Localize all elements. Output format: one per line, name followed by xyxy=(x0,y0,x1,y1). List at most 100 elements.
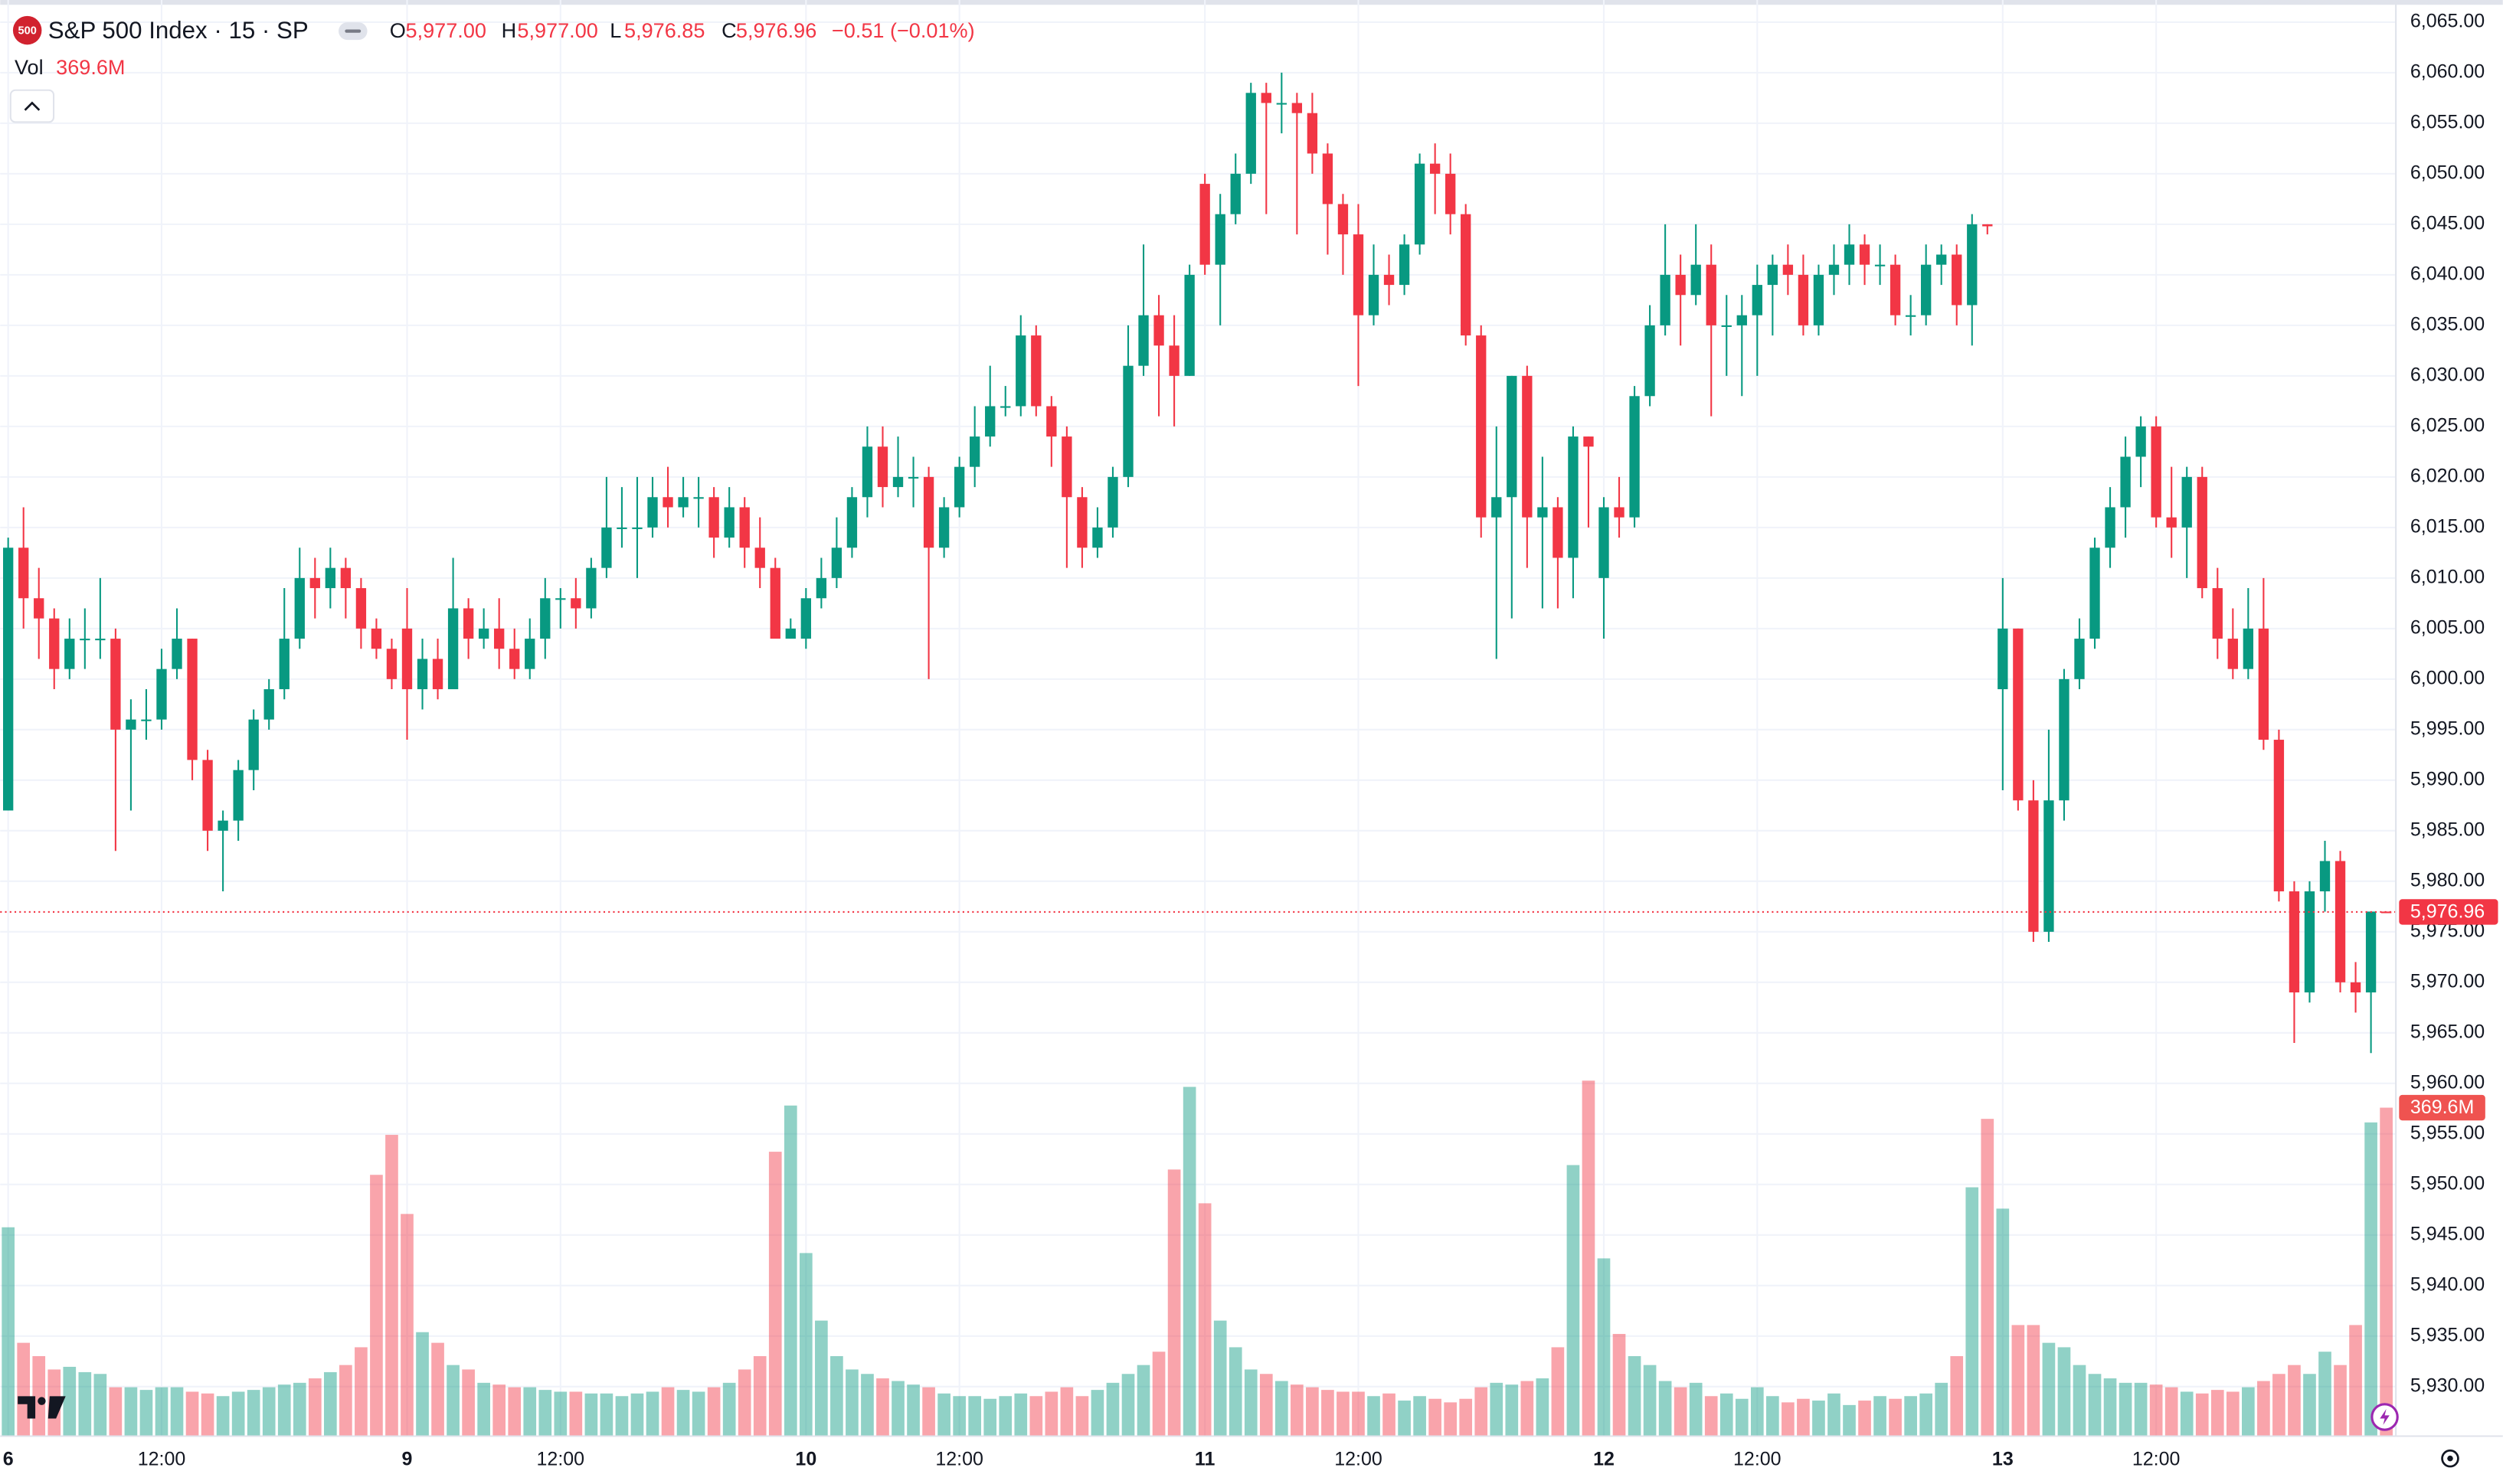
volume-bar xyxy=(1244,1369,1258,1437)
candle-body xyxy=(2028,800,2039,932)
volume-bar xyxy=(784,1105,797,1437)
symbol-title[interactable]: S&P 500 Index · 15 · SP xyxy=(48,17,309,44)
y-tick-label: 5,945.00 xyxy=(2410,1223,2485,1244)
candle-body xyxy=(663,497,673,508)
volume-bar xyxy=(1045,1391,1058,1437)
candle-body xyxy=(1614,507,1624,518)
volume-bar xyxy=(953,1396,966,1437)
volume-bar xyxy=(170,1387,184,1437)
y-tick-label: 6,020.00 xyxy=(2410,465,2485,486)
volume-bar xyxy=(1843,1404,1856,1437)
x-tick-label: 12 xyxy=(1593,1448,1615,1469)
volume-bar xyxy=(216,1396,230,1437)
volume-bar xyxy=(1352,1391,1365,1437)
y-tick-label: 5,965.00 xyxy=(2410,1021,2485,1042)
x-tick-label: 6 xyxy=(3,1448,14,1469)
volume-bar xyxy=(109,1387,123,1437)
y-tick-label: 6,035.00 xyxy=(2410,313,2485,335)
volume-bar xyxy=(2011,1325,2025,1437)
volume-bar xyxy=(431,1342,444,1437)
candle-body xyxy=(1752,285,1762,315)
volume-bar xyxy=(1367,1396,1380,1437)
candle-body xyxy=(525,639,535,669)
volume-bar xyxy=(2027,1325,2040,1437)
ohlc-key: L xyxy=(610,18,621,42)
volume-bar xyxy=(615,1396,629,1437)
volume-bar xyxy=(1750,1387,1764,1437)
candle-body xyxy=(172,639,182,669)
volume-bar xyxy=(1919,1393,1933,1437)
change: −0.51 (−0.01%) xyxy=(832,18,975,42)
volume-bar xyxy=(492,1384,506,1437)
volume-bar xyxy=(1459,1398,1473,1437)
candle-body xyxy=(2181,476,2192,528)
candle-body xyxy=(1307,113,1318,154)
candle-body xyxy=(1383,274,1395,286)
candle-body xyxy=(1537,507,1548,518)
volume-bar xyxy=(477,1382,490,1437)
volume-bar xyxy=(968,1396,982,1437)
collapse-button[interactable] xyxy=(9,89,55,123)
lightning-icon xyxy=(2380,1409,2390,1425)
volume-bar xyxy=(324,1371,337,1437)
volume-bar xyxy=(2149,1384,2163,1437)
candle-body xyxy=(2074,639,2085,679)
candle-body xyxy=(1905,315,1916,317)
volume-bar xyxy=(2318,1352,2331,1437)
volume-bar xyxy=(155,1387,169,1437)
volume-bar xyxy=(937,1393,950,1437)
volume-bar xyxy=(1797,1398,1810,1437)
candle-body xyxy=(110,639,121,730)
candle-body xyxy=(494,628,505,649)
candle-body xyxy=(1690,264,1701,296)
candle-body xyxy=(371,628,382,649)
candle-body xyxy=(1215,214,1225,265)
candle-body xyxy=(2319,861,2331,892)
top-border xyxy=(0,0,2503,5)
volume-bar xyxy=(1474,1387,1488,1437)
volume-bar xyxy=(416,1332,429,1437)
candle-body xyxy=(463,608,474,639)
candle-body xyxy=(862,446,873,498)
volume-bar xyxy=(1029,1396,1043,1437)
candle-body xyxy=(2227,639,2238,669)
y-tick-label: 5,930.00 xyxy=(2410,1374,2485,1396)
volume-bar xyxy=(247,1390,260,1437)
volume-bar xyxy=(1413,1396,1426,1437)
volume-bar xyxy=(1689,1382,1703,1437)
volume-bar xyxy=(139,1390,153,1437)
candle-body xyxy=(417,659,428,690)
candle-body xyxy=(770,567,780,639)
volume-bar xyxy=(201,1393,214,1437)
volume-bar xyxy=(293,1382,306,1437)
settings-button[interactable] xyxy=(2441,1449,2459,1468)
candle-body xyxy=(49,618,60,669)
candle-body xyxy=(1245,93,1256,174)
candle-body xyxy=(2258,628,2269,740)
candle-body xyxy=(1046,406,1057,437)
volume-bar xyxy=(1935,1382,1948,1437)
candle-body xyxy=(263,689,274,720)
y-tick-label: 5,940.00 xyxy=(2410,1273,2485,1295)
volume-bar xyxy=(1121,1374,1135,1437)
candle-body xyxy=(294,577,305,639)
volume-bar xyxy=(1167,1169,1181,1437)
candle-body xyxy=(1414,163,1425,245)
volume-bar xyxy=(1520,1381,1534,1437)
volume-bar xyxy=(1658,1381,1672,1437)
volume-bar xyxy=(1229,1347,1242,1437)
last-price-box xyxy=(2399,899,2498,925)
candle-body xyxy=(386,649,398,679)
candle-body xyxy=(754,548,765,568)
volume-bar xyxy=(2164,1387,2178,1437)
y-tick-label: 6,050.00 xyxy=(2410,162,2485,183)
volume-bar xyxy=(2057,1347,2071,1437)
volume-bar xyxy=(447,1365,460,1437)
candle-body xyxy=(1123,365,1134,477)
candle-body xyxy=(64,639,75,669)
candle-body xyxy=(1798,274,1809,325)
x-tick-label: 12:00 xyxy=(2132,1448,2181,1469)
y-tick-label: 5,970.00 xyxy=(2410,970,2485,992)
last-volume-box xyxy=(2399,1094,2485,1121)
